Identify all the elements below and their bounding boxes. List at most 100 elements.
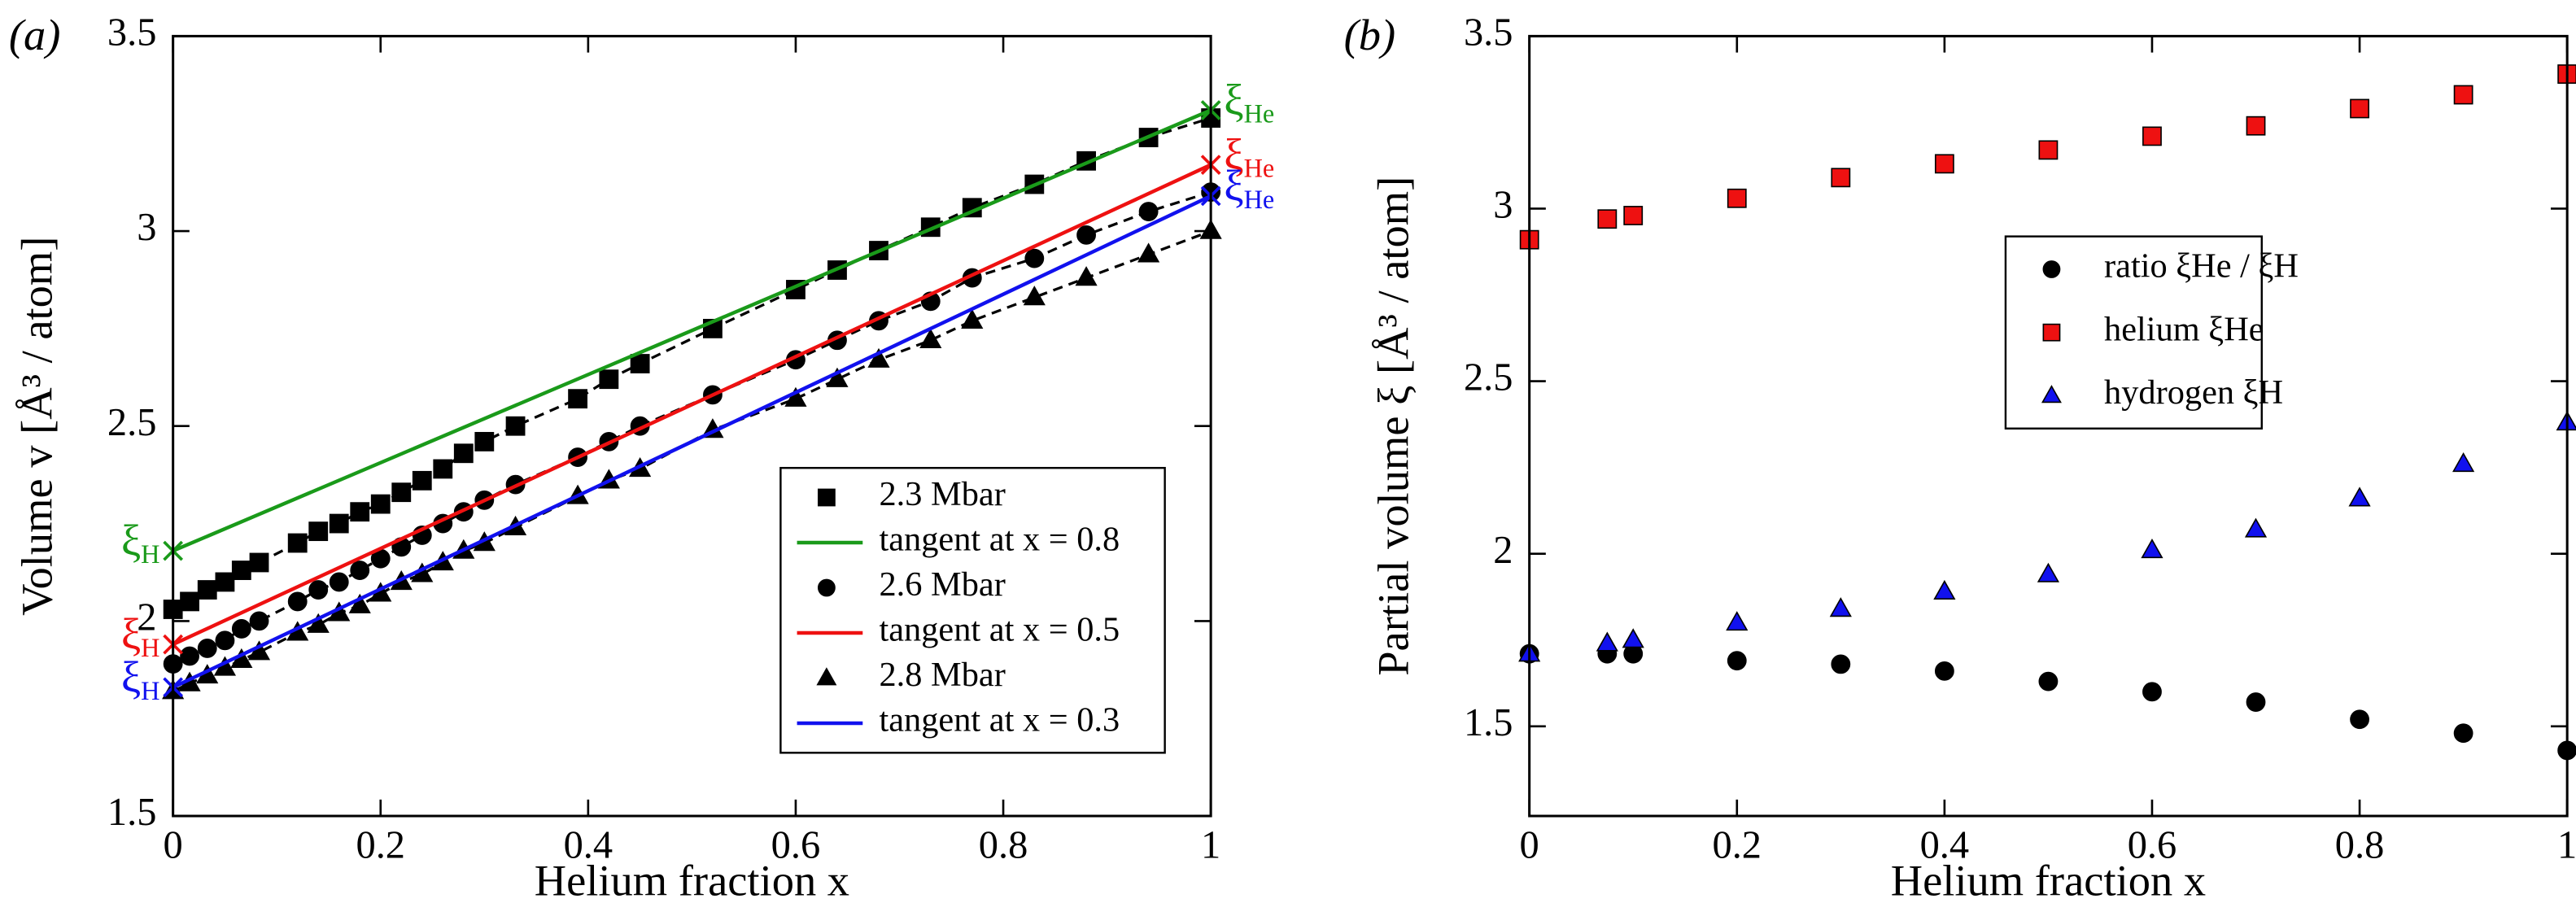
marker [2453, 723, 2473, 744]
marker [2037, 562, 2060, 582]
marker [2350, 709, 2369, 730]
series-line [172, 108, 1212, 553]
marker [817, 578, 836, 597]
marker [2042, 260, 2061, 278]
x-axis-title: Helium fraction x [535, 855, 849, 903]
series-line [172, 194, 1212, 689]
panel-label: (a) [9, 10, 61, 59]
marker [180, 591, 199, 612]
x-tick-label: 0.2 [1713, 824, 1762, 867]
y-tick-label: 1.5 [107, 791, 157, 834]
x-tick-label: 0.2 [356, 824, 405, 867]
marker [2142, 126, 2162, 146]
plot-frame [172, 34, 1212, 818]
marker [1934, 154, 1954, 174]
legend-box [779, 466, 1166, 754]
annotation-subscript: H [141, 540, 159, 569]
marker [1597, 209, 1618, 229]
marker [961, 308, 984, 329]
marker [308, 521, 329, 542]
marker [2246, 116, 2266, 136]
annotation: ξH [121, 609, 160, 663]
marker [816, 667, 837, 686]
legend-label: 2.3 Mbar [879, 475, 1005, 513]
marker [1934, 661, 1954, 681]
marker [2348, 486, 2371, 507]
x-tick-label: 0.4 [1920, 824, 1970, 867]
marker [1727, 651, 1747, 671]
marker [1933, 579, 1956, 600]
marker [817, 488, 836, 507]
annotation: ξHe [1224, 74, 1274, 129]
marker [826, 367, 849, 387]
annotation-symbol: ξ [1224, 159, 1243, 209]
x-tick-label: 0.6 [2128, 824, 2177, 867]
marker [2038, 671, 2059, 691]
x-axis-title: Helium fraction x [1891, 855, 2206, 903]
annotation-symbol: ξ [121, 651, 141, 700]
x-tick-label: 1 [2557, 824, 2576, 867]
x-tick-label: 0.4 [564, 824, 613, 867]
marker [249, 552, 269, 573]
annotation: ξH [121, 651, 160, 705]
y-tick-label: 2.5 [107, 401, 157, 444]
marker [1596, 631, 1618, 652]
marker [1023, 286, 1046, 306]
marker [568, 389, 588, 409]
marker [2141, 539, 2163, 559]
marker [287, 591, 308, 612]
legend-label: tangent at x = 0.3 [879, 701, 1120, 739]
legend-label: ratio ξHe / ξH [2104, 247, 2299, 286]
marker [197, 580, 217, 600]
marker [231, 561, 251, 580]
legend-label: tangent at x = 0.8 [879, 521, 1120, 559]
annotation-symbol: ξ [121, 515, 141, 565]
annotation: ξHe [1224, 129, 1274, 183]
marker [1727, 188, 1747, 208]
marker [2453, 85, 2473, 105]
annotation-symbol: ξ [121, 609, 141, 658]
marker [453, 443, 474, 464]
marker [2042, 323, 2061, 342]
marker [412, 470, 432, 491]
marker [1726, 611, 1749, 631]
marker [307, 613, 330, 633]
marker [308, 580, 329, 600]
annotation-symbol: ξ [1224, 74, 1243, 124]
legend-label: tangent at x = 0.5 [879, 611, 1120, 649]
marker [180, 646, 199, 666]
x-tick-label: 0.6 [771, 824, 821, 867]
marker [1831, 168, 1851, 188]
y-tick-label: 2 [137, 595, 156, 639]
marker [231, 619, 251, 639]
series-line [172, 163, 1212, 647]
marker [599, 369, 619, 390]
marker [197, 639, 217, 658]
y-tick-label: 3 [137, 206, 156, 249]
marker [1076, 225, 1096, 245]
marker [391, 482, 412, 503]
marker [630, 354, 650, 373]
annotation-symbol: ξ [1224, 129, 1243, 178]
marker [2244, 517, 2268, 538]
annotation-subscript: He [1244, 99, 1275, 129]
annotation: ξH [121, 515, 160, 569]
marker [433, 459, 453, 479]
y-tick-label: 2 [1493, 529, 1513, 572]
panel-label: (b) [1344, 10, 1396, 59]
marker [867, 347, 890, 368]
marker [1138, 202, 1159, 222]
y-axis-title: Partial volume ξ [Å³ / atom] [1369, 177, 1418, 676]
marker [1024, 248, 1045, 268]
marker [1831, 654, 1851, 674]
marker [370, 494, 391, 514]
legend-label: helium ξHe [2104, 310, 2264, 348]
marker [350, 502, 370, 522]
y-tick-label: 1.5 [1464, 701, 1513, 744]
marker [249, 611, 269, 631]
y-tick-label: 2.5 [1464, 356, 1513, 399]
marker [1137, 242, 1160, 263]
marker [348, 593, 371, 613]
marker [2142, 682, 2162, 702]
